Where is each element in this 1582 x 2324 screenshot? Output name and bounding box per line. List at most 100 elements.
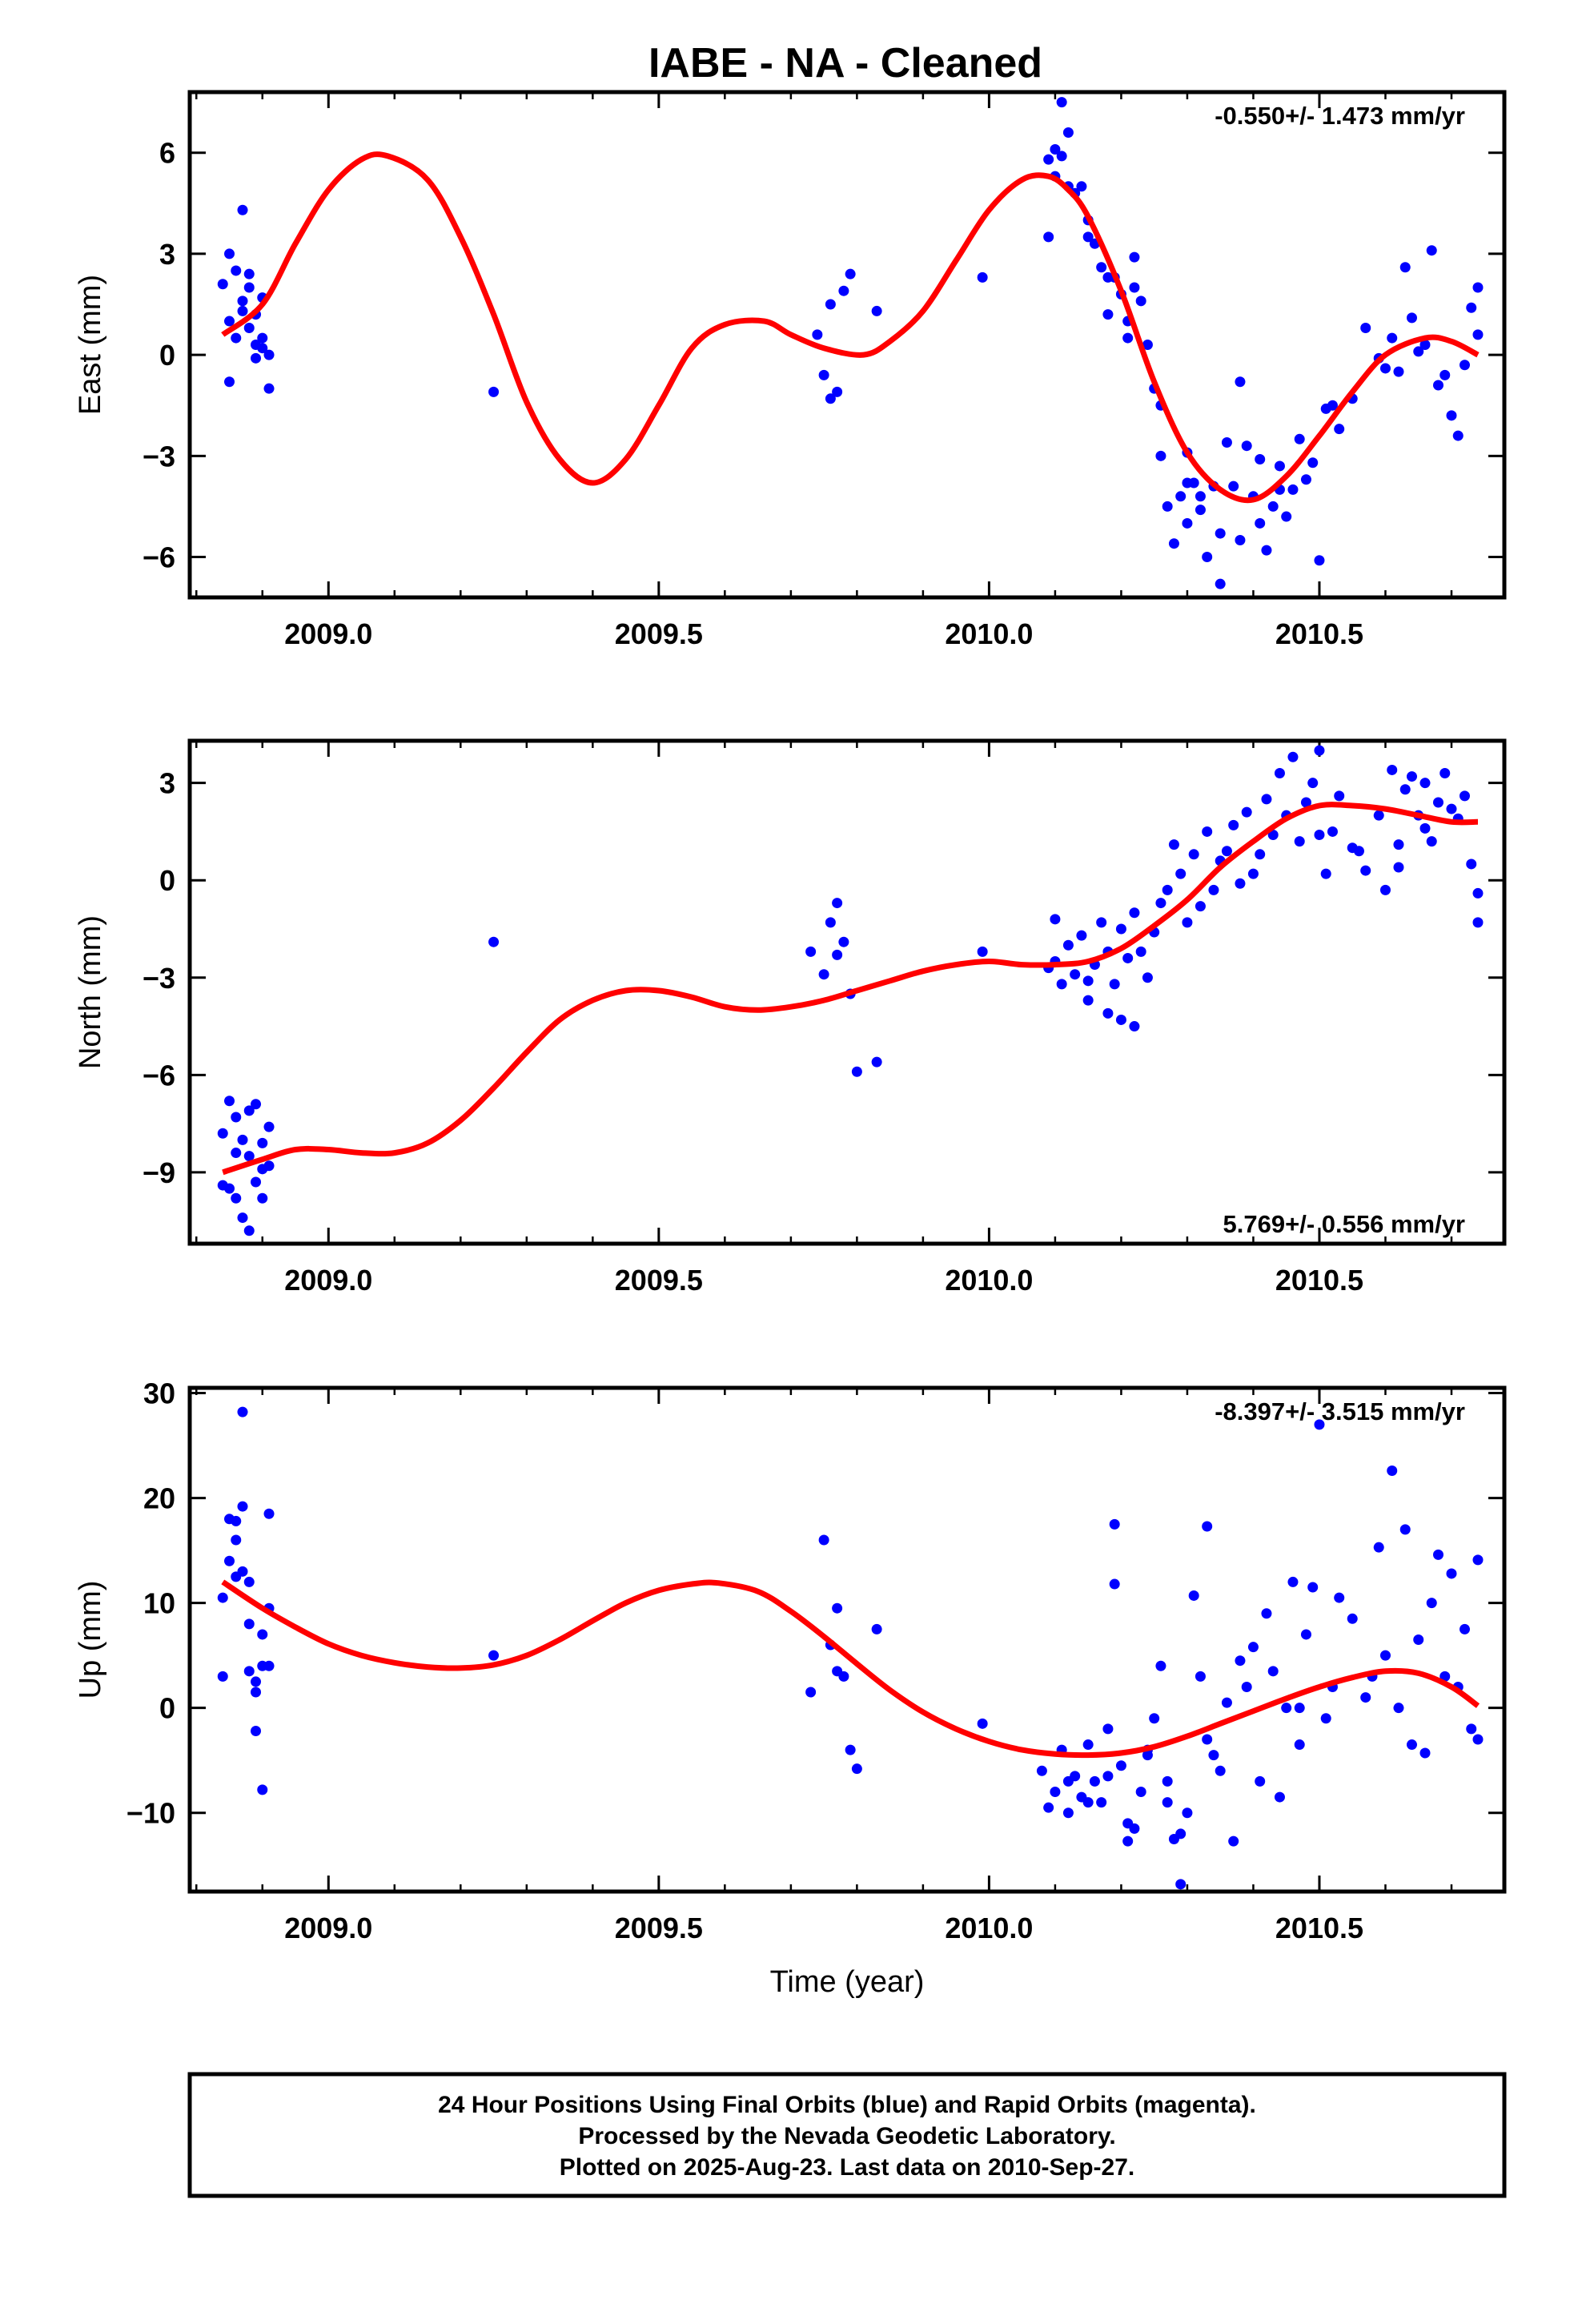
north-data-point: [838, 936, 849, 947]
north-data-point: [1135, 946, 1146, 957]
east-data-point: [224, 316, 235, 327]
north-x-tick-label: 2010.5: [1275, 1264, 1363, 1297]
east-data-point: [832, 386, 843, 397]
north-data-point: [1379, 884, 1391, 895]
up-data-point: [243, 1618, 255, 1630]
north-x-tick-label: 2009.0: [284, 1264, 372, 1297]
east-data-point: [871, 305, 882, 316]
north-data-point: [1070, 969, 1081, 980]
north-data-point: [1175, 868, 1186, 879]
up-data-point: [1050, 1787, 1061, 1798]
east-data-point: [1215, 578, 1226, 589]
up-data-point: [1261, 1608, 1272, 1619]
north-data-point: [251, 1176, 262, 1188]
up-data-point: [1135, 1787, 1146, 1798]
east-data-point: [1182, 477, 1193, 489]
up-frame: [187, 1385, 1507, 1894]
up-data-point: [1202, 1734, 1213, 1745]
north-frame: [187, 738, 1507, 1246]
up-data-point: [1399, 1524, 1411, 1535]
north-data-point: [251, 1099, 262, 1110]
north-data-point: [1235, 878, 1246, 889]
east-data-point: [257, 343, 268, 354]
east-points: [217, 97, 1484, 589]
north-data-point: [488, 936, 500, 947]
up-data-point: [1287, 1576, 1299, 1587]
up-x-tick-label: 2009.0: [284, 1912, 372, 1944]
up-data-point: [243, 1576, 255, 1587]
east-data-point: [1466, 302, 1477, 313]
east-data-point: [1043, 231, 1054, 243]
east-x-tick-label: 2010.5: [1275, 617, 1363, 650]
north-data-point: [1334, 790, 1345, 802]
east-data-point: [1255, 517, 1266, 529]
east-data-point: [1393, 366, 1404, 377]
up-data-point: [1089, 1775, 1100, 1787]
north-data-point: [1115, 1014, 1126, 1025]
figure-title: IABE - NA - Cleaned: [648, 40, 1042, 86]
up-data-point: [818, 1534, 829, 1546]
up-data-point: [237, 1501, 248, 1512]
east-data-point: [1241, 440, 1252, 452]
north-data-point: [832, 898, 843, 909]
up-data-point: [263, 1508, 275, 1519]
up-points: [217, 1406, 1484, 1890]
up-data-point: [1300, 1629, 1311, 1640]
up-data-point: [1320, 1713, 1331, 1724]
east-data-point: [1307, 457, 1319, 468]
north-data-point: [1142, 972, 1153, 983]
east-data-point: [1195, 491, 1206, 502]
up-data-point: [1122, 1835, 1134, 1847]
north-data-point: [1459, 790, 1470, 802]
up-x-tick-label: 2010.0: [945, 1912, 1033, 1944]
north-data-point: [231, 1148, 242, 1159]
north-data-point: [231, 1112, 242, 1123]
up-data-point: [1102, 1723, 1114, 1735]
north-data-point: [1221, 846, 1232, 857]
east-data-point: [257, 332, 268, 344]
east-frame: [187, 90, 1507, 600]
east-data-point: [1327, 400, 1338, 411]
east-data-point: [845, 268, 856, 279]
north-data-point: [1202, 826, 1213, 837]
east-data-point: [838, 285, 849, 296]
north-data-point: [825, 917, 836, 928]
up-data-point: [237, 1406, 248, 1417]
north-data-point: [1387, 764, 1398, 775]
east-data-point: [1261, 545, 1272, 556]
north-y-tick-label: −3: [143, 962, 175, 995]
east-y-axis-label: East (mm): [74, 275, 107, 415]
east-y-tick-label: 3: [159, 238, 175, 271]
east-model-curve: [221, 151, 1480, 504]
north-data-point: [1102, 1007, 1114, 1019]
east-data-point: [251, 352, 262, 364]
east-data-point: [1446, 410, 1457, 421]
up-data-point: [251, 1726, 262, 1737]
footer-line-3: Plotted on 2025-Aug-23. Last data on 201…: [560, 2154, 1135, 2181]
up-data-point: [1142, 1750, 1153, 1761]
up-panel: 2009.0 2009.5 2010.0 2010.5 −10 0 10 20 30 Up (mm…: [74, 1377, 1507, 1999]
up-data-point: [1472, 1734, 1484, 1745]
north-data-point: [1261, 794, 1272, 805]
up-data-point: [1115, 1760, 1126, 1771]
up-data-point: [1062, 1775, 1074, 1787]
north-data-point: [1274, 768, 1285, 779]
up-data-point: [251, 1676, 262, 1687]
north-data-point: [1360, 865, 1371, 876]
north-data-point: [1472, 887, 1484, 899]
north-data-point: [257, 1164, 268, 1175]
east-data-point: [1202, 552, 1213, 563]
up-data-point: [1255, 1775, 1266, 1787]
north-data-point: [1314, 829, 1325, 840]
up-data-point: [1426, 1598, 1437, 1609]
north-data-point: [237, 1212, 248, 1224]
north-points: [217, 745, 1484, 1236]
up-data-point: [1175, 1879, 1186, 1890]
up-x-axis-label: Time (year): [770, 1965, 925, 1999]
north-rate-label: 5.769+/- 0.556 mm/yr: [1223, 1210, 1465, 1238]
east-data-point: [1432, 380, 1443, 391]
up-data-point: [237, 1566, 248, 1577]
east-data-point: [1287, 484, 1299, 495]
up-data-point: [1379, 1650, 1391, 1661]
